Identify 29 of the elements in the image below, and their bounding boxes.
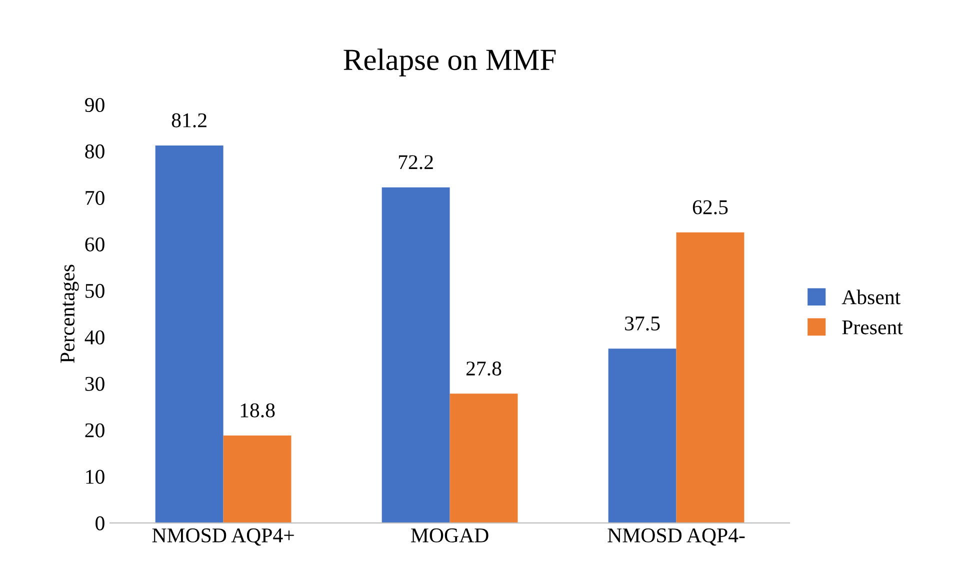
y-tick-label: 0 — [96, 516, 104, 530]
legend-label: Absent — [842, 290, 901, 304]
x-tick-label: MOGAD — [411, 528, 488, 542]
data-label: 18.8 — [240, 403, 275, 418]
x-tick-label: NMOSD AQP4+ — [152, 528, 294, 546]
y-tick-label: 10 — [86, 470, 104, 484]
y-tick-label: 20 — [85, 423, 104, 438]
legend-label: Present — [842, 320, 903, 334]
y-tick-label: 60 — [85, 237, 104, 252]
y-tick-label: 70 — [86, 190, 104, 205]
data-label: 27.8 — [466, 362, 502, 376]
bar — [450, 394, 518, 523]
y-tick-label: 80 — [85, 144, 104, 158]
x-tick-label: NMOSD AQP4- — [608, 528, 745, 546]
y-tick-label: 30 — [85, 376, 104, 391]
y-axis-title: Percentages — [60, 264, 79, 363]
data-label: 37.5 — [625, 316, 660, 331]
data-label: 62.5 — [692, 200, 728, 214]
y-tick-label: 50 — [86, 284, 104, 298]
y-tick-label: 90 — [85, 98, 104, 112]
chart-title: Relapse on MMF — [344, 48, 556, 76]
data-label: 81.2 — [172, 113, 206, 128]
bar — [382, 187, 450, 523]
y-tick-label: 40 — [84, 330, 104, 344]
bar — [155, 145, 224, 523]
bar — [676, 232, 744, 523]
bar — [608, 348, 676, 523]
data-label: 72.2 — [398, 155, 433, 170]
bar — [223, 436, 292, 523]
